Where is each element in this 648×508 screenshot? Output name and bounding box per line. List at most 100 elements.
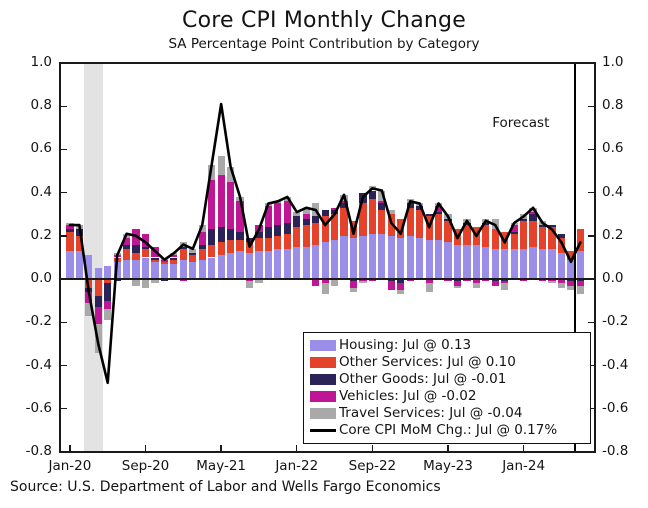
bar-segment (94, 296, 102, 308)
bar-segment (198, 231, 206, 245)
x-axis-label: May-23 (423, 458, 473, 474)
legend-swatch-core-cpi-line (310, 429, 336, 432)
bar-segment (123, 259, 131, 280)
bar-segment (179, 246, 187, 249)
bar-segment (170, 259, 178, 264)
y-axis-label-left: -0.2 (25, 313, 52, 330)
y-axis-label-left: 0.0 (30, 270, 52, 287)
y-axis-tick-right (588, 364, 595, 367)
bar-segment (491, 279, 499, 282)
y-axis-label-right: -0.2 (602, 313, 629, 330)
bar-segment (141, 233, 150, 247)
x-axis-tick (522, 445, 525, 452)
bar-segment (141, 248, 150, 258)
bar-segment (434, 214, 443, 241)
bar-segment (94, 279, 102, 297)
bar-segment (227, 253, 235, 280)
x-axis-tick (144, 445, 147, 452)
y-axis-tick-right (588, 278, 595, 280)
bar-segment (227, 240, 235, 254)
y-axis-label-right: -0.6 (602, 399, 629, 416)
legend-label-other-goods: Other Goods: Jul @ -0.01 (339, 371, 507, 387)
bar-segment (208, 257, 216, 280)
bar-segment (340, 201, 348, 204)
bar-segment (208, 229, 216, 245)
bar-segment (227, 166, 235, 182)
bar-segment (255, 279, 263, 284)
bar-segment (132, 244, 140, 254)
bar-segment (567, 259, 575, 280)
bar-segment (510, 231, 518, 234)
chart-subtitle: SA Percentage Point Contribution by Cate… (168, 36, 480, 52)
y-axis-label-left: 0.8 (30, 97, 52, 114)
bar-segment (444, 218, 452, 221)
bar-segment (368, 190, 376, 200)
bar-segment (321, 209, 329, 217)
legend-label-core-cpi-line: Core CPI MoM Chg.: Jul @ 0.17% (339, 422, 558, 438)
bar-segment (444, 220, 452, 243)
x-axis-label: Jan-20 (48, 458, 92, 474)
bar-segment (567, 281, 575, 286)
bar-segment (406, 279, 414, 282)
bar-segment (160, 261, 169, 264)
bar-segment (378, 190, 386, 202)
bar-segment (434, 240, 443, 280)
x-axis-label: Sep-22 (348, 458, 397, 474)
bar-segment (548, 225, 556, 228)
bar-segment (283, 201, 291, 223)
y-axis-tick-left (60, 364, 67, 367)
bar-segment (321, 279, 329, 284)
chart-legend: Housing: Jul @ 0.13 Other Services: Jul … (303, 332, 591, 444)
bar-segment (463, 279, 471, 282)
legend-label-housing: Housing: Jul @ 0.13 (339, 337, 472, 353)
bar-segment (416, 205, 424, 210)
bar-segment (529, 214, 537, 221)
bar-segment (208, 244, 216, 258)
y-axis-tick-right (588, 451, 595, 453)
legend-label-travel-services: Travel Services: Jul @ -0.04 (339, 405, 523, 421)
bar-segment (236, 251, 244, 280)
bar-segment (463, 225, 471, 245)
bar-segment (548, 248, 556, 280)
bar-segment (444, 242, 452, 280)
legend-item-travel-services: Travel Services: Jul @ -0.04 (310, 405, 585, 422)
bar-segment (179, 279, 187, 282)
y-axis-label-left: 0.6 (30, 140, 52, 157)
bar-segment (264, 251, 272, 280)
bar-segment (482, 222, 490, 226)
bar-segment (340, 203, 348, 208)
bar-segment (491, 281, 499, 286)
bar-segment (340, 207, 348, 236)
bar-segment (501, 248, 509, 280)
source-note: Source: U.S. Department of Labor and Wel… (10, 479, 441, 495)
y-axis-tick-left (60, 235, 67, 237)
bar-segment (179, 259, 187, 280)
bar-segment (425, 214, 433, 217)
y-axis-label-right: -0.8 (602, 443, 629, 459)
bar-segment (434, 205, 443, 213)
bar-segment (520, 279, 528, 282)
axis-frame-top (60, 62, 596, 64)
recession-band (84, 63, 103, 452)
bar-segment (132, 279, 140, 286)
legend-label-vehicles: Vehicles: Jul @ -0.02 (339, 388, 477, 404)
axis-frame-bottom (60, 451, 596, 453)
legend-item-other-goods: Other Goods: Jul @ -0.01 (310, 371, 585, 388)
bar-segment (557, 238, 566, 254)
bar-segment (94, 307, 102, 325)
y-axis-tick-right (588, 191, 595, 194)
y-axis-label-left: -0.8 (25, 443, 52, 459)
chart-title: Core CPI Monthly Change (182, 8, 466, 33)
y-axis-tick-right (588, 105, 595, 107)
bar-segment (349, 287, 358, 293)
bar-segment (85, 302, 93, 316)
bar-segment (274, 248, 282, 280)
bar-segment (491, 248, 499, 280)
bar-segment (312, 222, 320, 245)
bar-segment (236, 240, 244, 251)
bar-segment (491, 229, 499, 249)
y-axis-tick-left (60, 278, 67, 280)
y-axis-label-right: 0.2 (602, 226, 624, 243)
axis-frame-right (594, 62, 596, 453)
